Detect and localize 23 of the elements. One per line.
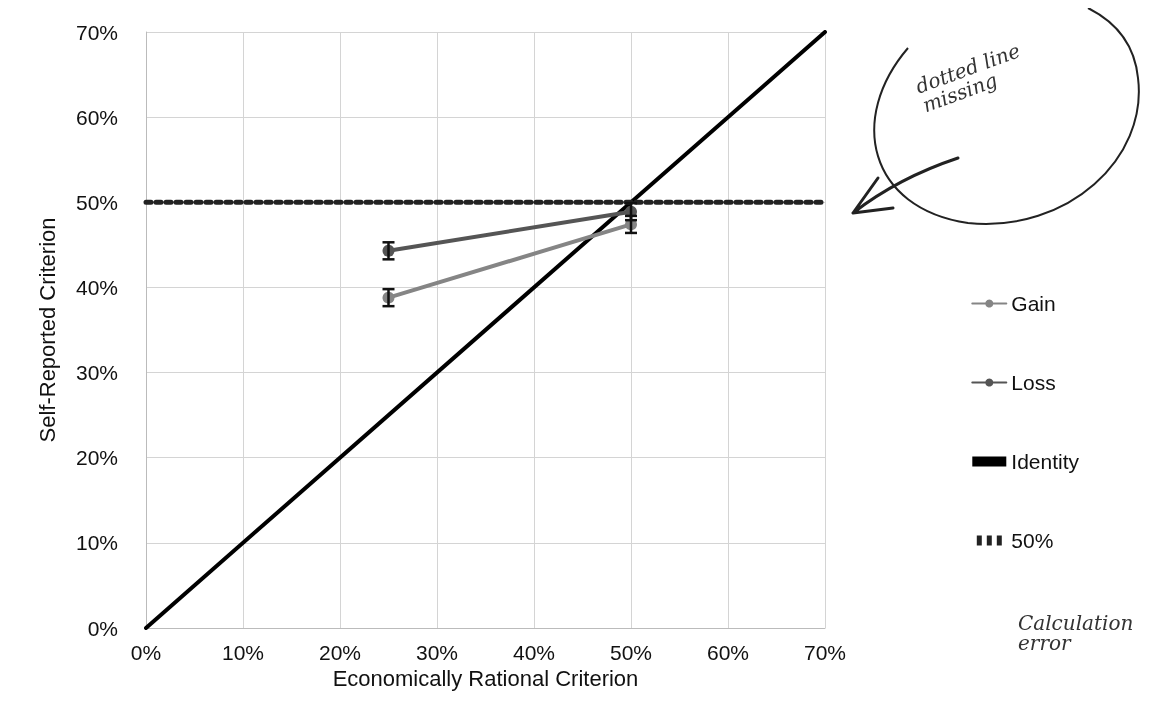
y-tick-label: 20% — [75, 446, 118, 470]
x-tick-label: 70% — [803, 641, 847, 664]
y-axis-title: Self-Reported Criterion — [34, 217, 60, 443]
x-axis-title: Economically Rational Criterion — [332, 666, 639, 692]
x-tick-label: 0% — [130, 641, 162, 664]
x-tick-label: 60% — [706, 641, 750, 664]
x-tick-label: 40% — [512, 641, 556, 664]
legend-label: Loss — [1011, 371, 1056, 394]
y-tick-label: 70% — [75, 20, 118, 44]
y-tick-label: 0% — [87, 616, 118, 640]
legend-label: Gain — [1011, 292, 1056, 315]
y-tick-label: 50% — [75, 190, 118, 214]
x-tick-label: 20% — [318, 641, 362, 664]
legend-label: Identity — [1011, 450, 1080, 473]
legend-label: 50% — [1011, 529, 1054, 552]
y-tick-label: 30% — [75, 361, 118, 385]
x-tick-label: 30% — [415, 641, 459, 664]
text: Calculation error — [1018, 611, 1140, 655]
x-tick-label: 50% — [609, 641, 653, 664]
x-tick-label: 10% — [221, 641, 265, 664]
y-tick-label: 40% — [75, 275, 118, 299]
y-tick-label: 60% — [75, 105, 118, 129]
y-tick-label: 10% — [75, 531, 118, 555]
